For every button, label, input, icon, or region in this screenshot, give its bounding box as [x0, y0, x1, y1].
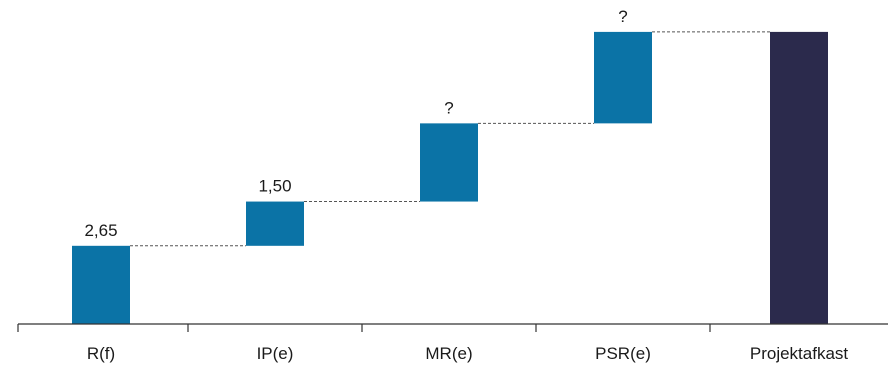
bar-ip-e — [246, 201, 304, 246]
x-tick-labels: R(f) IP(e) MR(e) PSR(e) Projektafkast — [87, 344, 849, 363]
bar-r-f — [72, 245, 130, 324]
bar-psr-e — [594, 31, 652, 124]
bar-value-label: ? — [444, 98, 453, 117]
x-tick-label: MR(e) — [425, 344, 472, 363]
bar-projektafkast — [770, 31, 828, 324]
connectors-layer — [130, 31, 770, 247]
bar-value-label: 1,50 — [258, 177, 291, 196]
x-tick-label: PSR(e) — [595, 344, 651, 363]
bar-value-label: ? — [618, 7, 627, 26]
x-tick-label: Projektafkast — [750, 344, 849, 363]
x-tick-label: IP(e) — [257, 344, 294, 363]
x-tick-label: R(f) — [87, 344, 115, 363]
x-axis — [17, 323, 888, 332]
bars-layer — [72, 31, 828, 324]
bar-value-label: 2,65 — [84, 221, 117, 240]
bar-mr-e — [420, 123, 478, 202]
bar-labels-layer: 2,65 1,50?? — [84, 7, 627, 240]
